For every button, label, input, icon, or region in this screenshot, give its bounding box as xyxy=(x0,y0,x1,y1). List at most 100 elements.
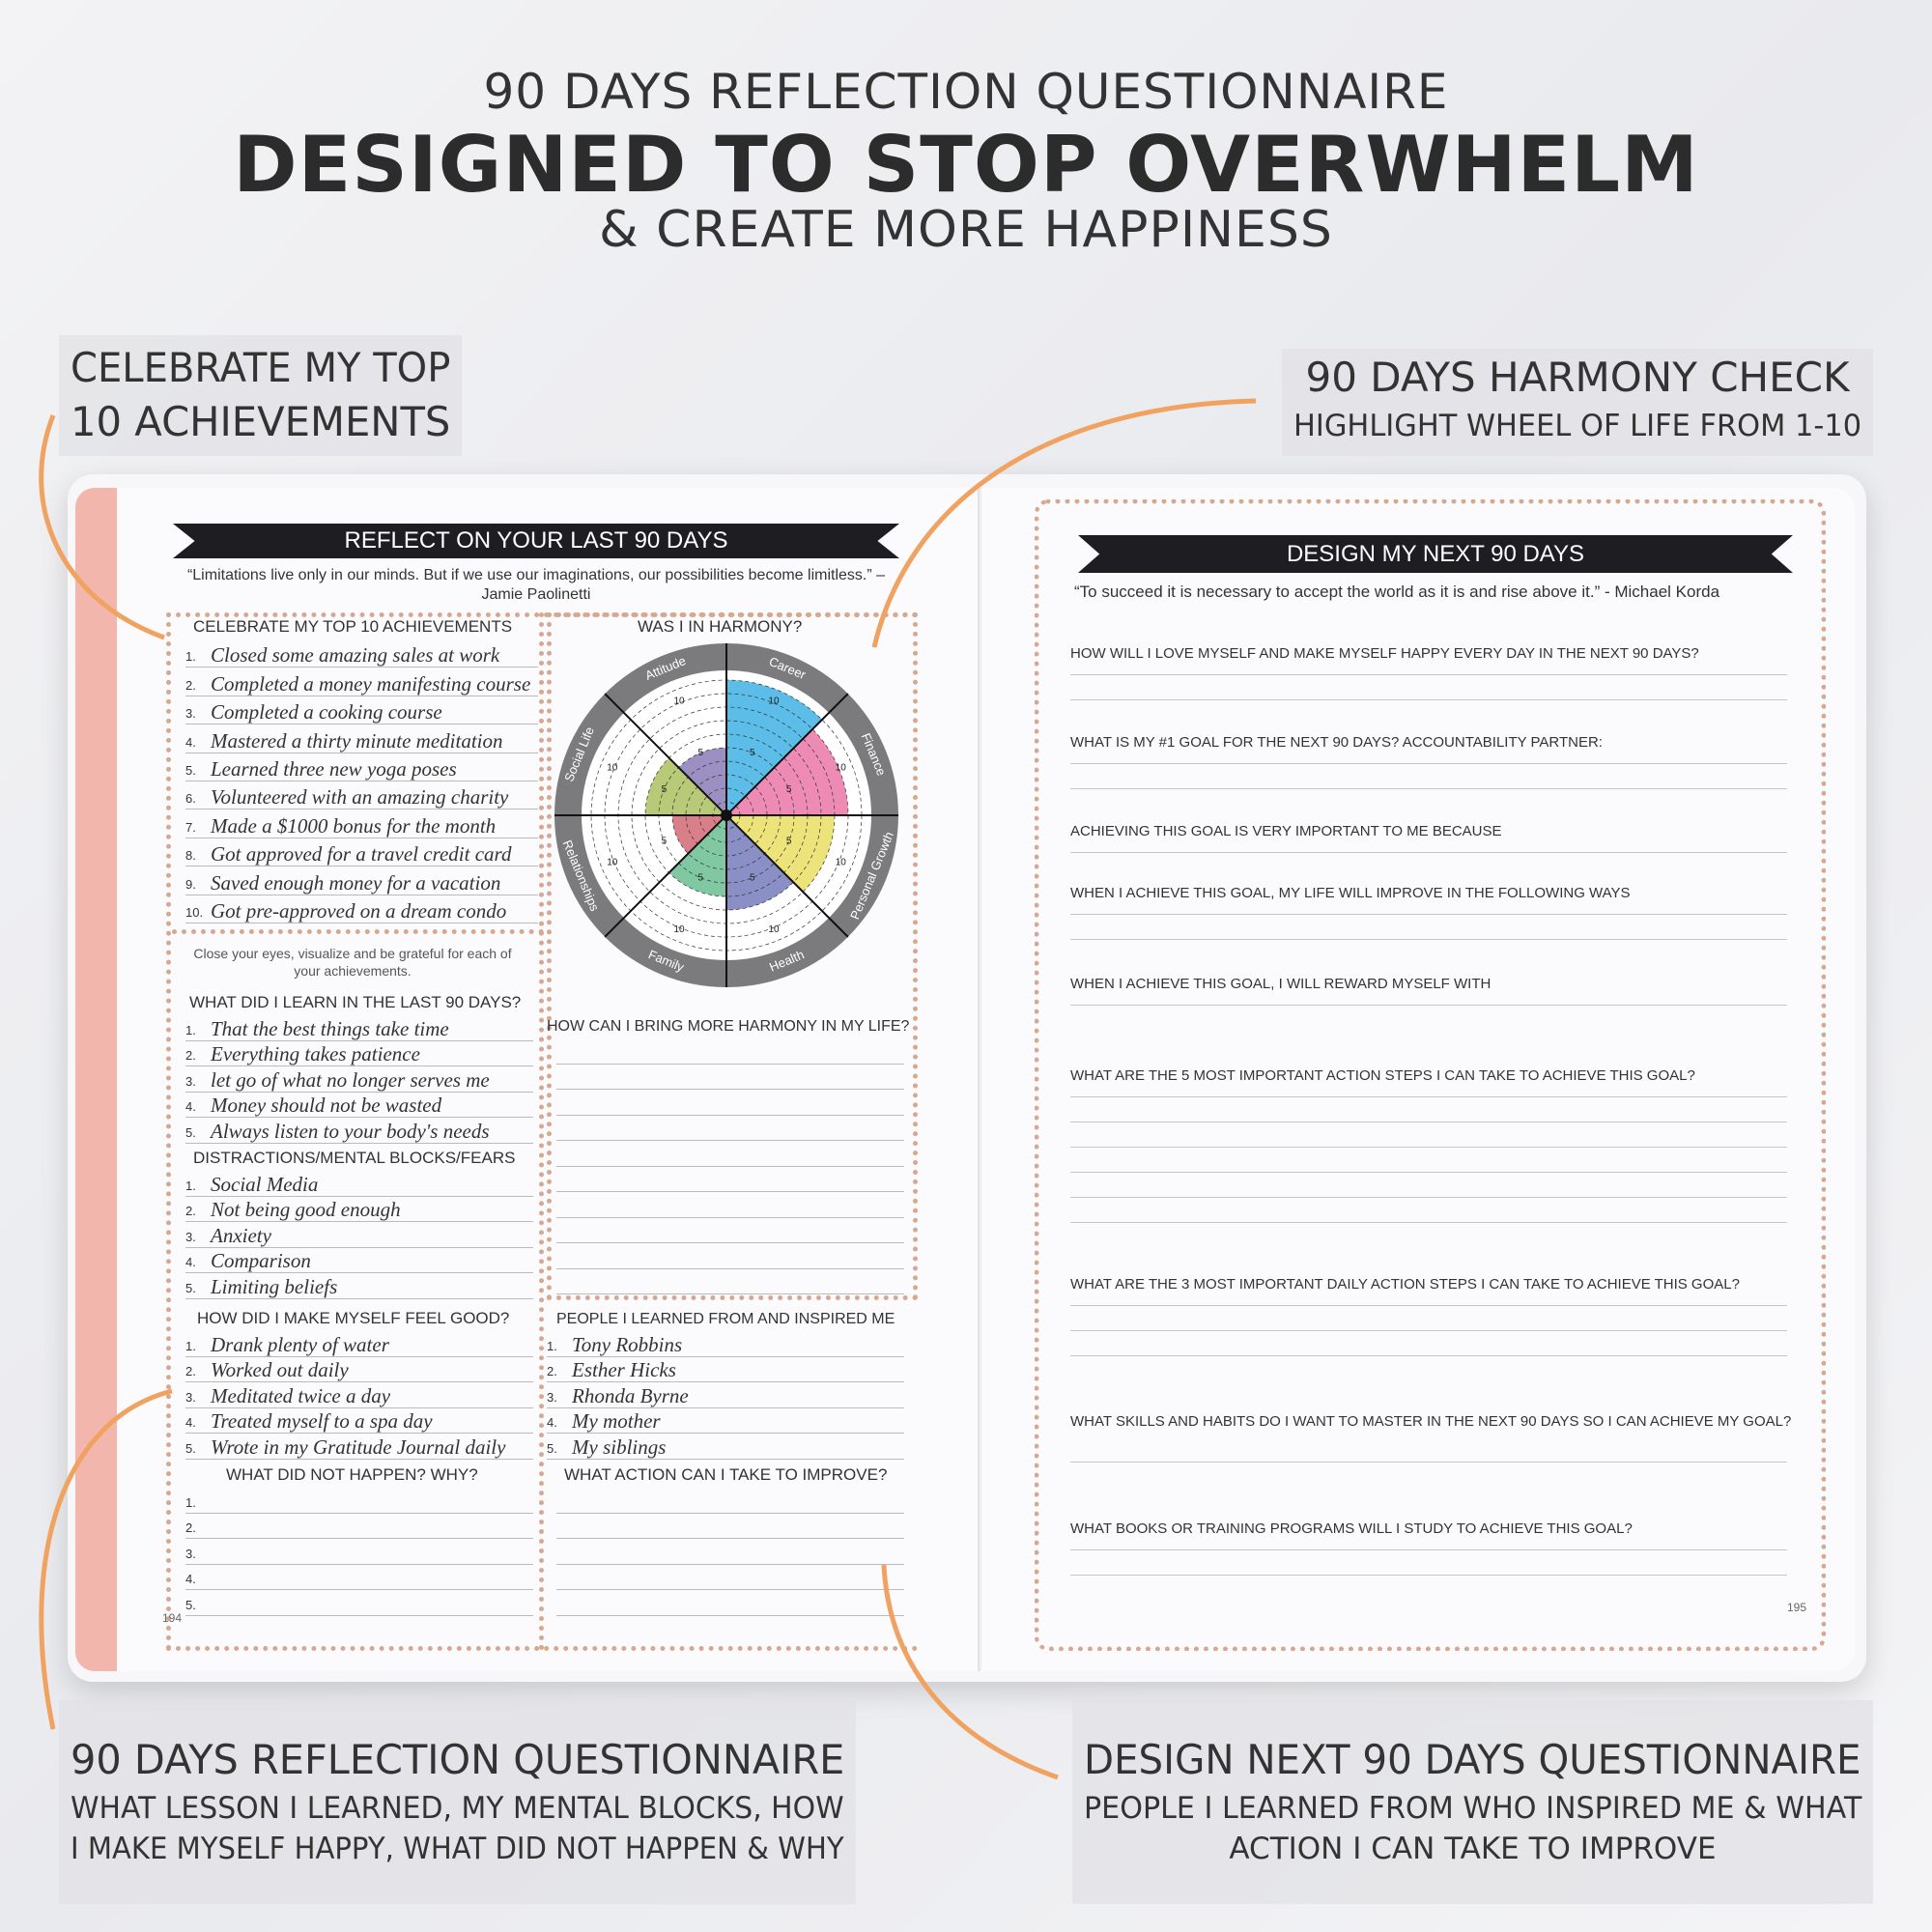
header-line3: & CREATE MORE HAPPINESS xyxy=(599,201,1333,259)
item-number: 5. xyxy=(185,1124,196,1140)
list-item: 1. Social Media xyxy=(185,1171,533,1197)
writing-line[interactable] xyxy=(1070,1549,1787,1550)
list-item: 3. Meditated twice a day xyxy=(185,1382,533,1408)
item-number: 2. xyxy=(185,1048,196,1063)
callout-text: ACTION I CAN TAKE TO IMPROVE xyxy=(1229,1832,1717,1866)
divider xyxy=(172,929,544,934)
item-number: 4. xyxy=(185,1099,196,1114)
item-text: Worked out daily xyxy=(211,1358,349,1381)
writing-line[interactable] xyxy=(1070,1222,1787,1223)
item-text: Volunteered with an amazing charity xyxy=(211,785,509,810)
list-item: 5. My siblings xyxy=(547,1434,904,1460)
writing-line[interactable] xyxy=(1070,674,1787,675)
feel-good-title: HOW DID I MAKE MYSELF FEEL GOOD? xyxy=(197,1309,510,1327)
list-item: 3. Completed a cooking course xyxy=(185,696,538,725)
list-item: 5. xyxy=(185,1590,533,1616)
writing-line[interactable] xyxy=(1070,1305,1787,1306)
item-text: Esther Hicks xyxy=(572,1358,676,1381)
item-text: That the best things take time xyxy=(211,1016,449,1040)
list-item: 1. Drank plenty of water xyxy=(185,1331,533,1357)
list-item: 2. Everything takes patience xyxy=(185,1041,533,1066)
harmony-title: WAS I IN HARMONY? xyxy=(638,617,803,636)
item-text: Learned three new yoga poses xyxy=(211,756,457,781)
wheel-tick-label: 10 xyxy=(836,858,847,868)
item-text: Meditated twice a day xyxy=(211,1383,391,1407)
item-number: 3. xyxy=(185,1229,196,1244)
item-text: Mastered a thirty minute meditation xyxy=(211,728,503,753)
list-item: 4. Mastered a thirty minute meditation xyxy=(185,724,538,753)
wheel-tick-label: 5 xyxy=(786,836,792,846)
list-item: 5. Limiting beliefs xyxy=(185,1273,533,1299)
question-prompt: ACHIEVING THIS GOAL IS VERY IMPORTANT TO… xyxy=(1070,823,1502,839)
item-number: 2. xyxy=(185,1364,196,1378)
achievements-title: CELEBRATE MY TOP 10 ACHIEVEMENTS xyxy=(193,617,513,636)
wheel-segment[interactable] xyxy=(668,815,726,896)
list-item: 7. Made a $1000 bonus for the month xyxy=(185,810,538,838)
list-item: 4. Money should not be wasted xyxy=(185,1093,533,1118)
writing-line[interactable] xyxy=(1070,699,1787,700)
writing-line[interactable] xyxy=(1070,1172,1787,1173)
item-text: Tony Robbins xyxy=(572,1332,683,1356)
page-number: 195 xyxy=(1787,1601,1807,1614)
callout-top-right: 90 DAYS HARMONY CHECK HIGHLIGHT WHEEL OF… xyxy=(1282,349,1873,456)
question-prompt: HOW WILL I LOVE MYSELF AND MAKE MYSELF H… xyxy=(1070,645,1699,662)
harmony-frame xyxy=(547,612,918,1300)
writing-line[interactable] xyxy=(1070,852,1787,853)
wheel-segment[interactable] xyxy=(678,748,726,815)
wheel-tick-label: 10 xyxy=(607,763,618,774)
wheel-tick-label: 10 xyxy=(768,696,780,706)
writing-line xyxy=(556,1038,904,1065)
writing-line[interactable] xyxy=(1070,914,1787,915)
list-item: 3. Anxiety xyxy=(185,1222,533,1248)
writing-line[interactable] xyxy=(1070,939,1787,940)
writing-line[interactable] xyxy=(1070,1355,1787,1356)
item-text: Not being good enough xyxy=(211,1198,401,1221)
writing-line[interactable] xyxy=(1070,1096,1787,1097)
writing-line[interactable] xyxy=(1070,788,1787,789)
wheel-segment[interactable] xyxy=(672,815,726,854)
writing-line xyxy=(556,1218,904,1243)
page-number: 194 xyxy=(162,1611,183,1625)
item-text: Limiting beliefs xyxy=(211,1274,338,1298)
wheel-segment[interactable] xyxy=(726,728,848,815)
list-item: 4. xyxy=(185,1565,533,1590)
wheel-segment[interactable] xyxy=(645,757,726,815)
writing-line[interactable] xyxy=(1070,1575,1787,1576)
writing-line[interactable] xyxy=(1070,1330,1787,1331)
wheel-segment[interactable] xyxy=(726,815,835,893)
callout-bottom-left: 90 DAYS REFLECTION QUESTIONNAIRE WHAT LE… xyxy=(59,1700,856,1904)
writing-line[interactable] xyxy=(1070,763,1787,764)
callout-text: WHAT LESSON I LEARNED, MY MENTAL BLOCKS,… xyxy=(71,1791,844,1826)
question-prompt: WHAT ARE THE 5 MOST IMPORTANT ACTION STE… xyxy=(1070,1067,1695,1084)
writing-line[interactable] xyxy=(1070,1197,1787,1198)
callout-title: DESIGN NEXT 90 DAYS QUESTIONNAIRE xyxy=(1084,1736,1861,1783)
left-quote: “Limitations live only in our minds. But… xyxy=(186,567,886,603)
item-text: Made a $1000 bonus for the month xyxy=(211,813,497,838)
item-number: 1. xyxy=(185,1022,196,1037)
wheel-segment[interactable] xyxy=(726,680,822,815)
right-quote: “To succeed it is necessary to accept th… xyxy=(1074,582,1720,601)
item-text: Saved enough money for a vacation xyxy=(211,870,501,895)
item-text: Always listen to your body's needs xyxy=(211,1119,490,1143)
item-number: 3. xyxy=(185,1546,196,1561)
writing-line[interactable] xyxy=(1070,1005,1787,1006)
improve-prompt: WHAT ACTION CAN I TAKE TO IMPROVE? xyxy=(564,1465,888,1484)
item-number: 5. xyxy=(185,1280,196,1295)
wheel-tick-label: 5 xyxy=(662,784,668,795)
item-text: Everything takes patience xyxy=(211,1042,420,1065)
wheel-segment[interactable] xyxy=(726,815,794,910)
list-item: 4. Comparison xyxy=(185,1248,533,1273)
item-text: Drank plenty of water xyxy=(211,1332,389,1356)
list-item: 1. xyxy=(185,1488,533,1514)
item-number: 9. xyxy=(185,876,196,892)
writing-line[interactable] xyxy=(1070,1462,1787,1463)
writing-line[interactable] xyxy=(1070,1147,1787,1148)
item-text: My mother xyxy=(572,1409,661,1433)
list-item: 2. Completed a money manifesting course xyxy=(185,668,538,696)
list-item: 1. Tony Robbins xyxy=(547,1331,904,1357)
item-number: 5. xyxy=(185,762,196,778)
writing-line xyxy=(556,1090,904,1116)
wheel-tick-label: 5 xyxy=(662,836,668,846)
list-item: 5. Always listen to your body's needs xyxy=(185,1118,533,1144)
